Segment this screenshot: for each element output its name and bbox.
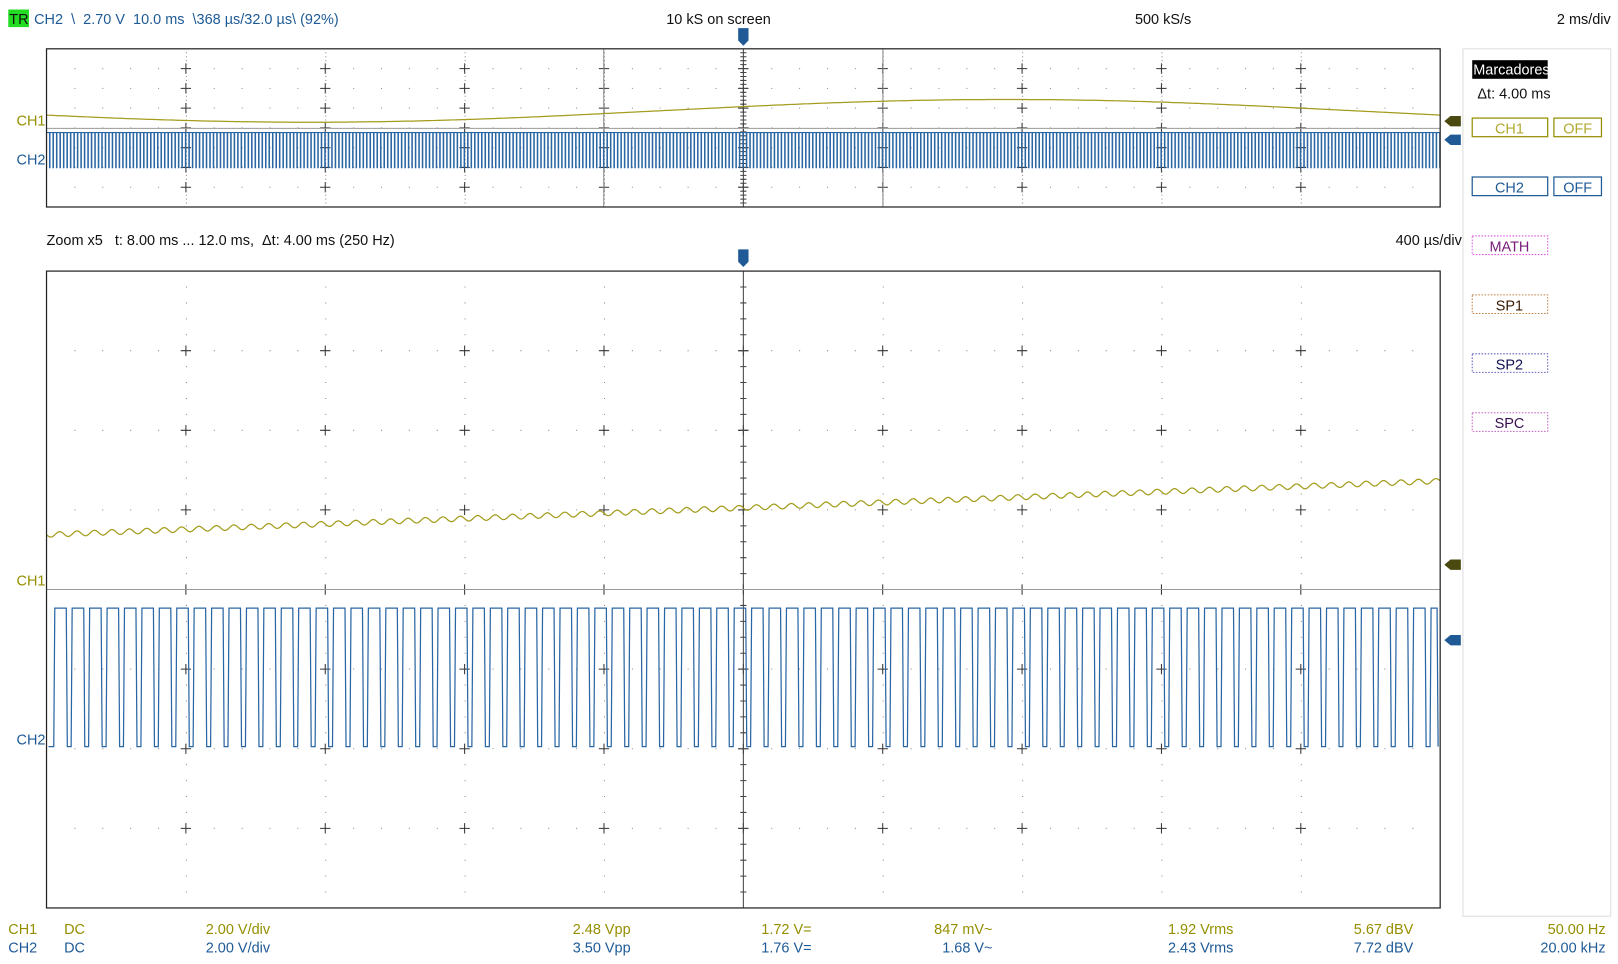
main-plot-frame bbox=[45, 48, 1441, 208]
zoom-plot-frame bbox=[45, 270, 1441, 909]
measurement-row-ch1: CH1 DC 2.00 V/div 2.48 Vpp 1.72 V= 847 m… bbox=[8, 922, 1605, 938]
zoom-ch2-label: CH2 bbox=[17, 733, 46, 749]
markers-delta-t: Δt: 4.00 ms bbox=[1477, 86, 1550, 102]
marker-ch1-off-label: OFF bbox=[1563, 122, 1592, 138]
zoom-ch1-offset-marker[interactable] bbox=[1444, 559, 1461, 570]
meas-vac: 1.68 V~ bbox=[942, 940, 992, 956]
main-ch1-trace bbox=[46, 98, 1441, 123]
trigger-badge[interactable]: TR bbox=[9, 12, 28, 28]
marker-sp1-label: SP1 bbox=[1496, 298, 1523, 314]
meas-vac: 847 mV~ bbox=[934, 922, 992, 938]
main-ch1-label: CH1 bbox=[17, 113, 46, 129]
meas-dbv: 7.72 dBV bbox=[1354, 940, 1414, 956]
zoom-ch2-trace bbox=[48, 607, 1439, 748]
meas-coupling[interactable]: DC bbox=[64, 922, 85, 938]
marker-ch1-off-button[interactable]: OFF bbox=[1553, 117, 1603, 138]
markers-title: Marcadores bbox=[1473, 63, 1549, 79]
samples-on-screen: 10 kS on screen bbox=[666, 12, 771, 28]
trigger-info: CH2 \ 2.70 V 10.0 ms \368 µs/32.0 µs\ (9… bbox=[34, 12, 339, 28]
meas-channel: CH1 bbox=[8, 922, 37, 938]
meas-scale[interactable]: 2.00 V/div bbox=[206, 940, 271, 956]
main-ch2-offset-marker[interactable] bbox=[1444, 134, 1461, 145]
main-ch2-trace bbox=[46, 132, 1441, 169]
meas-vdc: 1.76 V= bbox=[761, 940, 811, 956]
marker-ch2-label: CH2 bbox=[1495, 181, 1524, 197]
marker-sp1-button[interactable]: SP1 bbox=[1471, 294, 1549, 315]
meas-dbv: 5.67 dBV bbox=[1354, 922, 1414, 938]
trigger-badge-bg bbox=[8, 9, 29, 28]
marker-spc-label: SPC bbox=[1495, 416, 1525, 432]
meas-scale[interactable]: 2.00 V/div bbox=[206, 922, 271, 938]
meas-vrms: 2.43 Vrms bbox=[1168, 940, 1233, 956]
main-ch2-label: CH2 bbox=[17, 153, 46, 169]
marker-sp2-label: SP2 bbox=[1496, 357, 1523, 373]
timebase[interactable]: 2 ms/div bbox=[1557, 12, 1612, 28]
marker-math-button[interactable]: MATH bbox=[1471, 235, 1549, 256]
zoom-trigger-position-marker[interactable] bbox=[738, 249, 749, 267]
markers-title-bg bbox=[1472, 60, 1548, 79]
marker-ch2-off-button[interactable]: OFF bbox=[1553, 176, 1603, 197]
marker-ch2-off-label: OFF bbox=[1563, 181, 1592, 197]
meas-channel: CH2 bbox=[8, 940, 37, 956]
main-plot-grid bbox=[74, 48, 1414, 207]
zoom-timebase: 400 µs/div bbox=[1396, 233, 1463, 249]
zoom-ch1-label: CH1 bbox=[17, 573, 46, 589]
meas-vpp: 2.48 Vpp bbox=[573, 922, 631, 938]
marker-ch1-label: CH1 bbox=[1495, 122, 1524, 138]
meas-vrms: 1.92 Vrms bbox=[1168, 922, 1233, 938]
measurement-row-ch2: CH2 DC 2.00 V/div 3.50 Vpp 1.76 V= 1.68 … bbox=[8, 940, 1605, 956]
meas-vdc: 1.72 V= bbox=[761, 922, 811, 938]
marker-spc-button[interactable]: SPC bbox=[1471, 412, 1549, 433]
main-trigger-position-marker[interactable] bbox=[738, 28, 749, 46]
markers-panel bbox=[1462, 48, 1612, 917]
zoom-ch2-offset-marker[interactable] bbox=[1444, 635, 1461, 646]
marker-sp2-button[interactable]: SP2 bbox=[1471, 353, 1549, 374]
zoom-info: Zoom x5 t: 8.00 ms ... 12.0 ms, Δt: 4.00… bbox=[47, 233, 395, 249]
meas-vpp: 3.50 Vpp bbox=[573, 940, 631, 956]
zoom-ch1-trace bbox=[46, 477, 1441, 538]
marker-ch1-button[interactable]: CH1 bbox=[1471, 117, 1549, 138]
meas-coupling[interactable]: DC bbox=[64, 940, 85, 956]
meas-freq: 50.00 Hz bbox=[1548, 922, 1606, 938]
main-ch1-offset-marker[interactable] bbox=[1444, 116, 1461, 127]
marker-ch2-button[interactable]: CH2 bbox=[1471, 176, 1549, 197]
meas-freq: 20.00 kHz bbox=[1540, 940, 1605, 956]
sample-rate: 500 kS/s bbox=[1135, 12, 1191, 28]
marker-math-label: MATH bbox=[1489, 239, 1529, 255]
